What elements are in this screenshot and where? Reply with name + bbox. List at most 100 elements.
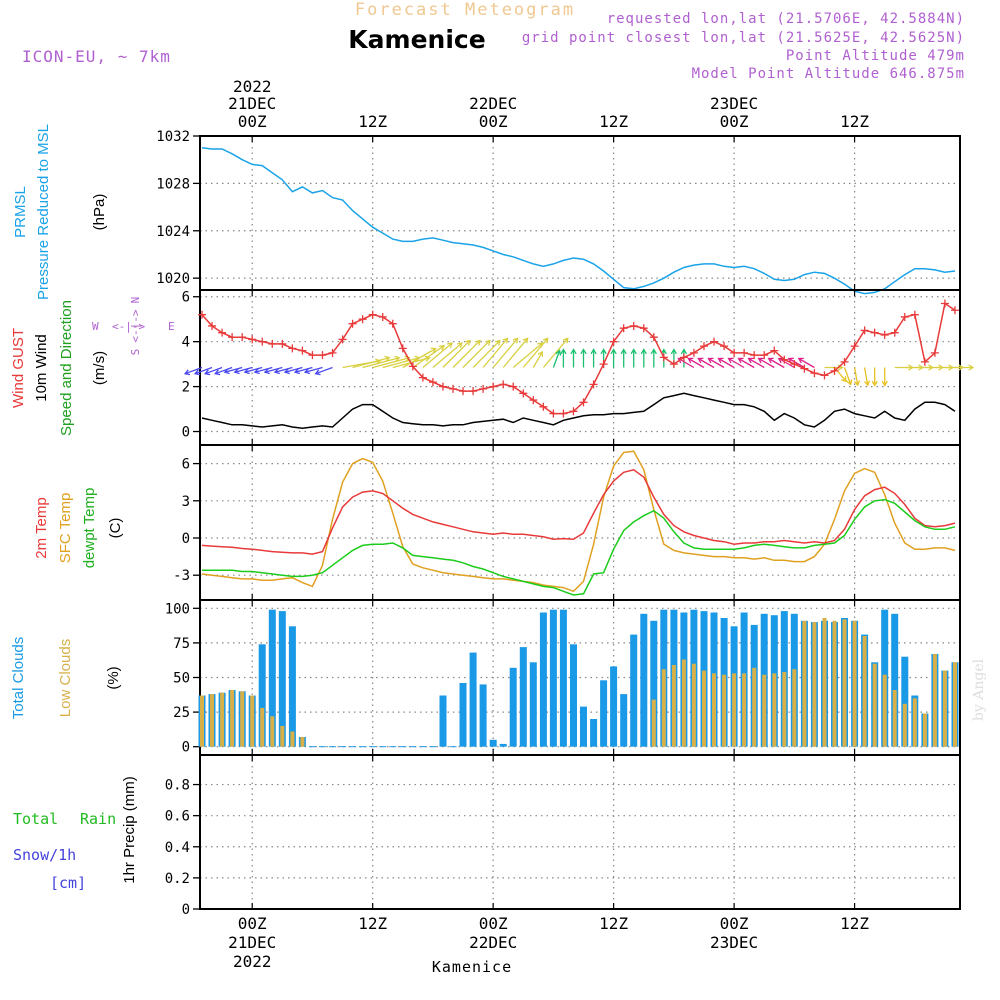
wind-arrow-head bbox=[640, 348, 647, 355]
low-cloud-bar bbox=[752, 667, 757, 747]
y-tick-label: 0 bbox=[182, 740, 190, 756]
legend-unit: [cm] bbox=[50, 874, 86, 892]
wind-arrow bbox=[708, 357, 725, 369]
total-cloud-bar bbox=[479, 684, 487, 747]
wind-arrow-head bbox=[841, 376, 847, 383]
low-cloud-bar bbox=[732, 673, 737, 747]
y-tick-label: 0.2 bbox=[165, 871, 190, 887]
legend-rain: Rain bbox=[80, 810, 116, 828]
ylabel-speed-direction: Speed and Direction bbox=[58, 300, 75, 436]
gust-marker bbox=[669, 360, 678, 369]
low-cloud-bar bbox=[712, 673, 716, 747]
gust-marker bbox=[800, 364, 809, 373]
wind-arrow-head bbox=[263, 368, 270, 375]
wind-arrow-head bbox=[424, 355, 431, 362]
y-tick-label: 0.6 bbox=[165, 809, 190, 825]
low-cloud-bar bbox=[892, 690, 897, 747]
gust-marker bbox=[378, 312, 387, 321]
gust-marker bbox=[730, 348, 739, 357]
wind-arrow bbox=[728, 357, 745, 369]
wind-arrow-head bbox=[846, 379, 853, 386]
y-tick-label: 0.8 bbox=[165, 778, 190, 794]
wind-arrow bbox=[748, 357, 765, 369]
y-tick-label: 6 bbox=[182, 290, 190, 306]
gust-marker bbox=[499, 380, 508, 389]
gust-marker bbox=[268, 339, 277, 348]
y-tick-label: 1032 bbox=[156, 129, 190, 145]
bottom-hour-label: 12Z bbox=[599, 914, 628, 933]
low-cloud-bar bbox=[260, 707, 265, 747]
chart-title: Forecast Meteogram bbox=[355, 0, 575, 20]
y-tick-label: 0.4 bbox=[165, 840, 190, 856]
wind-arrow-head bbox=[484, 339, 491, 346]
gust-marker bbox=[639, 324, 648, 333]
wind-speed-line bbox=[201, 392, 956, 429]
ylabel-total-clouds: Total Clouds bbox=[10, 637, 27, 720]
ylabel-gust: Wind GUST bbox=[10, 328, 27, 408]
gust-marker bbox=[820, 371, 829, 380]
wind-arrow bbox=[432, 342, 463, 368]
wind-arrow bbox=[382, 357, 420, 369]
y-tick-label: 1028 bbox=[156, 176, 190, 192]
gust-marker bbox=[579, 398, 588, 407]
low-cloud-bar bbox=[872, 663, 877, 747]
ylabel-sfc-temp: SFC Temp bbox=[57, 493, 74, 564]
y-tick-label: 0 bbox=[182, 425, 190, 441]
grid-point-coords: grid point closest lon,lat (21.5625E, 42… bbox=[522, 30, 965, 46]
wind-arrow-head bbox=[630, 348, 637, 355]
wind-arrow-head bbox=[853, 380, 861, 387]
wind-arrow-head bbox=[590, 348, 597, 355]
wind-arrow bbox=[768, 357, 785, 369]
gust-marker bbox=[549, 409, 558, 418]
wind-arrow-head bbox=[314, 369, 321, 376]
wind-arrow-head bbox=[600, 348, 607, 355]
wind-arrow bbox=[224, 366, 243, 373]
wind-arrow-head bbox=[767, 357, 774, 364]
total-cloud-bar bbox=[600, 680, 608, 747]
wind-arrow-head bbox=[580, 348, 587, 355]
gust-marker bbox=[198, 310, 207, 319]
total-cloud-bar bbox=[459, 683, 467, 747]
compass-horizontal: <-|-> bbox=[112, 320, 145, 333]
gust-marker bbox=[699, 342, 708, 351]
y-tick-label: 100 bbox=[165, 601, 190, 617]
ylabel-prmsl: PRMSL bbox=[12, 186, 29, 238]
gust-marker bbox=[539, 402, 548, 411]
gust-marker bbox=[308, 351, 317, 360]
pressure-ylabels: PRMSL Pressure Reduced to MSL (hPa) bbox=[12, 124, 108, 300]
bottom-date-label: 2022 bbox=[233, 952, 272, 971]
wind-arrow-head bbox=[871, 380, 878, 387]
wind-arrow bbox=[372, 357, 410, 369]
y-tick-label: 25 bbox=[173, 705, 190, 721]
ylabel-unit: (m/s) bbox=[91, 351, 108, 385]
gust-marker bbox=[679, 353, 688, 362]
wind-arrow-head bbox=[438, 344, 446, 351]
wind-arrow-head bbox=[610, 348, 617, 355]
gust-marker bbox=[479, 384, 488, 393]
wind-arrow bbox=[798, 357, 815, 369]
wind-arrow-head bbox=[560, 348, 567, 355]
low-cloud-bar bbox=[902, 703, 907, 747]
gust-marker bbox=[710, 337, 719, 346]
gust-marker bbox=[438, 382, 447, 391]
gust-marker bbox=[459, 387, 468, 396]
wind-arrow bbox=[244, 366, 263, 373]
bottom-date-label: 23DEC bbox=[710, 933, 758, 952]
total-cloud-bar bbox=[539, 612, 547, 747]
time-axis: 00Z 00Z 12Z 12Z 00Z 00Z 12Z 12Z 00Z 00Z 12Z 12Z 2022… bbox=[228, 77, 869, 971]
cloud-ylabels: Total Clouds Low Clouds (%) bbox=[10, 637, 122, 720]
wind-arrow-head bbox=[787, 357, 794, 364]
ylabel-wind: 10m Wind bbox=[33, 334, 50, 402]
bottom-hour-label: 00Z bbox=[479, 914, 508, 933]
low-cloud-bar bbox=[270, 716, 275, 747]
wind-arrow-head bbox=[555, 349, 562, 356]
gust-marker bbox=[489, 382, 498, 391]
wind-arrow-head bbox=[687, 357, 694, 364]
wind-arrow-head bbox=[717, 357, 724, 364]
point-altitude: Point Altitude 479m bbox=[786, 48, 965, 64]
gust-marker bbox=[318, 351, 327, 360]
bottom-hour-label: 12Z bbox=[358, 914, 387, 933]
y-tick-label: 50 bbox=[173, 671, 190, 687]
gust-marker bbox=[228, 333, 237, 342]
gust-marker bbox=[408, 362, 417, 371]
